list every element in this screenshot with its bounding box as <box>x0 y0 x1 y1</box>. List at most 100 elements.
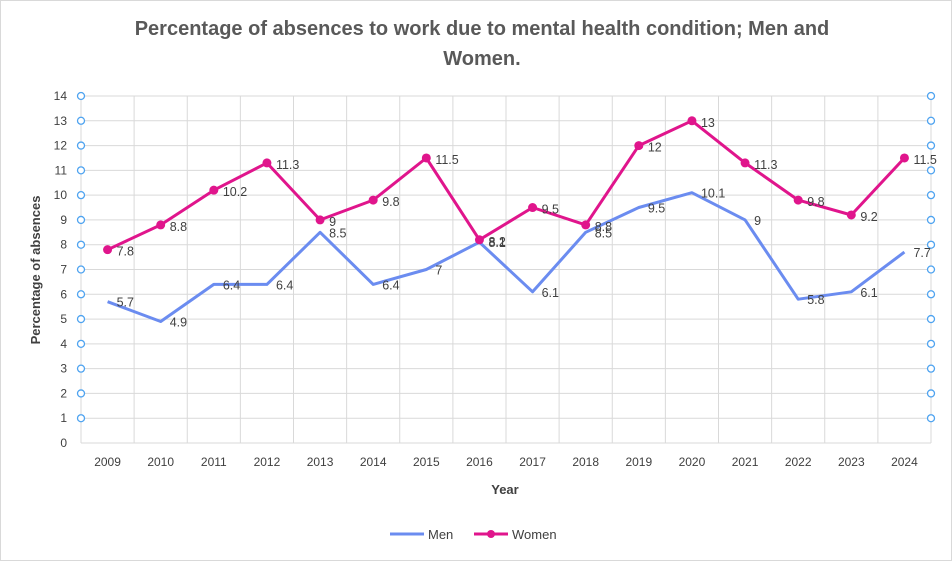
y-tick-label: 13 <box>54 114 68 128</box>
data-label-men: 8.5 <box>595 226 612 240</box>
data-point-men <box>850 290 853 293</box>
data-point-men <box>637 206 640 209</box>
y-tick-label: 10 <box>54 188 68 202</box>
grid <box>80 95 932 444</box>
data-labels: 5.7 4.9 6.4 6.4 8.5 6.4 7 8.1 6.1 8.5 9.5 10.1 9 5.8 6… <box>117 116 937 330</box>
axis-marker-point <box>926 116 936 125</box>
axis-marker-point <box>76 290 86 299</box>
data-label-men: 6.1 <box>860 286 877 300</box>
x-tick-label: 2017 <box>519 455 546 469</box>
data-point-men <box>903 251 906 254</box>
y-axis-title: Percentage of absences <box>28 196 43 345</box>
legend: Men Women <box>390 527 557 542</box>
data-label-men: 6.4 <box>382 278 399 292</box>
axis-marker-point <box>926 414 936 423</box>
data-point-women <box>581 220 591 230</box>
y-tick-label: 5 <box>60 312 67 326</box>
data-label-men: 5.7 <box>117 296 134 310</box>
x-tick-label: 2010 <box>147 455 174 469</box>
axis-marker-point <box>76 314 86 324</box>
data-label-women: 8.2 <box>488 235 505 249</box>
axis-marker-point <box>76 141 86 150</box>
series-line-men <box>107 191 906 323</box>
axis-marker-point <box>926 314 936 324</box>
data-point-women <box>740 158 750 168</box>
data-point-men <box>159 320 162 323</box>
data-point-women <box>793 195 803 205</box>
data-label-women: 8.8 <box>170 220 187 234</box>
data-point-women <box>368 195 378 205</box>
data-label-women: 11.3 <box>754 158 777 172</box>
data-label-men: 5.8 <box>807 293 824 307</box>
data-point-men <box>425 268 428 271</box>
data-label-women: 9.5 <box>542 203 559 217</box>
y-tick-label: 3 <box>60 362 67 376</box>
x-tick-label: 2016 <box>466 455 493 469</box>
y-tick-label: 12 <box>54 139 68 153</box>
axis-marker-point <box>926 215 936 225</box>
axis-marker-point <box>76 215 86 225</box>
x-tick-label: 2018 <box>572 455 599 469</box>
axis-marker-point <box>76 339 86 349</box>
data-point-men <box>319 231 322 234</box>
data-point-men <box>265 283 268 286</box>
data-point-women <box>687 116 697 126</box>
axis-marker-point <box>926 389 936 398</box>
x-axis-title: Year <box>491 482 518 497</box>
chart-title: Percentage of absences to work due to me… <box>134 18 830 70</box>
y-tick-label: 14 <box>54 89 68 103</box>
axis-marker-point <box>926 290 936 299</box>
data-point-women <box>103 245 113 255</box>
data-label-women: 7.8 <box>117 245 134 259</box>
axis-marker-point <box>76 190 86 200</box>
axis-marker-points <box>76 91 936 423</box>
legend-label-men: Men <box>428 527 453 542</box>
axis-marker-point <box>926 240 936 249</box>
data-label-men: 9 <box>754 214 761 228</box>
data-label-women: 12 <box>648 141 662 155</box>
axis-marker-point <box>926 190 936 200</box>
data-label-men: 7 <box>435 264 442 278</box>
data-point-women <box>528 203 538 213</box>
data-label-women: 9.2 <box>860 210 877 224</box>
data-point-women <box>474 235 484 245</box>
data-point-women <box>421 153 431 163</box>
data-point-men <box>584 231 587 234</box>
data-label-women: 8.8 <box>595 220 612 234</box>
axis-marker-point <box>926 166 936 175</box>
data-point-women <box>209 185 219 195</box>
data-label-men: 7.7 <box>913 246 930 260</box>
data-point-men <box>531 290 534 293</box>
x-tick-label: 2012 <box>254 455 281 469</box>
data-label-women: 9.8 <box>807 195 824 209</box>
data-point-women <box>262 158 272 168</box>
y-tick-label: 7 <box>60 263 67 277</box>
legend-marker-women <box>487 530 495 538</box>
axis-marker-point <box>76 364 86 373</box>
axis-marker-point <box>76 389 86 398</box>
axis-marker-point <box>926 91 936 101</box>
axis-marker-point <box>76 116 86 125</box>
data-point-men <box>106 300 109 303</box>
axis-marker-point <box>76 265 86 274</box>
data-point-women <box>899 153 909 163</box>
axis-marker-point <box>76 166 86 175</box>
data-label-women: 11.5 <box>435 153 458 167</box>
x-tick-label: 2015 <box>413 455 440 469</box>
data-label-men: 10.1 <box>701 187 725 201</box>
x-tick-label: 2024 <box>891 455 918 469</box>
data-point-women <box>634 141 644 151</box>
y-tick-label: 2 <box>60 386 67 400</box>
data-label-men: 6.1 <box>542 286 559 300</box>
series <box>103 116 909 323</box>
data-point-men <box>690 191 693 194</box>
x-tick-label: 2021 <box>732 455 759 469</box>
x-tick-label: 2019 <box>625 455 652 469</box>
x-tick-label: 2020 <box>679 455 706 469</box>
data-label-women: 9.8 <box>382 195 399 209</box>
axis-marker-point <box>926 364 936 373</box>
y-tick-label: 8 <box>60 238 67 252</box>
data-label-men: 9.5 <box>648 202 665 216</box>
